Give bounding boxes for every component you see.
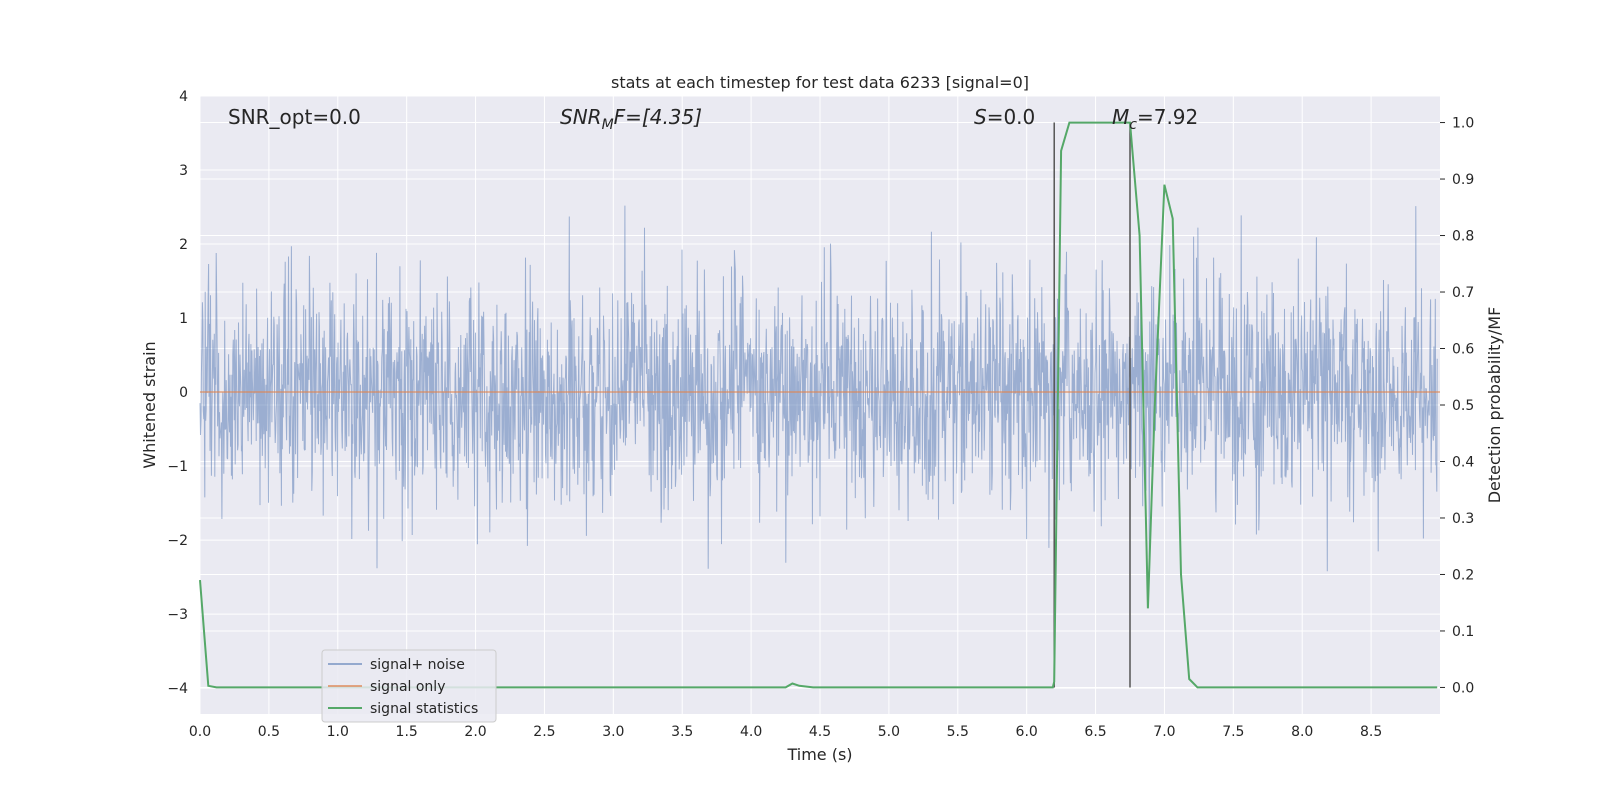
x-tick-label: 0.0 [189, 724, 211, 740]
noise-line [199, 205, 1438, 572]
annotation-snr-mf: SNRMF=[4.35] [560, 105, 702, 133]
annotation-snr-opt: SNR_opt=0.0 [228, 105, 361, 129]
y-tick-label: −4 [167, 681, 188, 697]
y2-tick-label: 0.8 [1452, 229, 1474, 245]
y-tick-label: −1 [167, 459, 188, 475]
snr-mf-prefix: SNR [560, 105, 602, 129]
y-axis-label: Whitened strain [140, 341, 159, 468]
snr-mf-suffix: F=[4.35] [614, 105, 702, 129]
y2-tick-label: 0.9 [1452, 172, 1474, 188]
s-val: =0.0 [987, 105, 1036, 129]
y2-tick-label: 0.6 [1452, 342, 1474, 358]
y-tick-label: 1 [179, 311, 188, 327]
x-tick-label: 6.5 [1084, 724, 1106, 740]
y2-tick-label: 0.1 [1452, 624, 1474, 640]
y2-tick-labels: 1.0 0.9 0.8 0.7 0.6 0.5 0.4 0.3 0.2 0.1 0.0 [1440, 116, 1474, 696]
annotation-mc: Mc=7.92 [1112, 105, 1198, 133]
legend-box [321, 649, 497, 723]
y2-tick-label: 0.3 [1452, 511, 1474, 527]
y-tick-label: 4 [179, 89, 188, 105]
x-tick-label: 6.0 [1016, 724, 1038, 740]
x-tick-label: 2.0 [464, 724, 486, 740]
x-tick-label: 3.5 [671, 724, 693, 740]
y-tick-label: −3 [167, 607, 188, 623]
x-tick-label: 1.5 [396, 724, 418, 740]
x-tick-label: 1.0 [327, 724, 349, 740]
legend: signal+ noise signal only signal statist… [321, 649, 497, 723]
mc-sub: c [1129, 117, 1137, 133]
x-axis-label: Time (s) [786, 745, 852, 764]
mc-var: M [1112, 105, 1129, 129]
x-tick-labels: 0.0 0.5 1.0 1.5 2.0 2.5 3.0 3.5 4.0 4.5 5.0 5.5 6.0 6… [189, 724, 1382, 740]
x-tick-label: 7.0 [1153, 724, 1175, 740]
x-tick-label: 4.5 [809, 724, 831, 740]
overlay [199, 121, 1440, 689]
mc-val: =7.92 [1137, 105, 1198, 129]
y2-tick-label: 0.0 [1452, 680, 1474, 696]
x-tick-label: 2.5 [533, 724, 555, 740]
chart-title: stats at each timestep for test data 623… [611, 73, 1029, 92]
y2-tick-label: 1.0 [1452, 116, 1474, 132]
legend-label-stats: signal statistics [370, 701, 478, 717]
y2-tick-label: 0.5 [1452, 398, 1474, 414]
x-tick-label: 0.5 [258, 724, 280, 740]
x-tick-label: 5.5 [947, 724, 969, 740]
y-tick-labels: 4 3 2 1 0 −1 −2 −3 −4 [167, 89, 188, 697]
legend-label-signal: signal only [370, 679, 445, 695]
x-tick-label: 8.0 [1291, 724, 1313, 740]
y-tick-label: −2 [167, 533, 188, 549]
annotation-s: S=0.0 [974, 105, 1035, 129]
x-tick-label: 3.0 [602, 724, 624, 740]
snr-mf-sub: M [602, 117, 614, 133]
y-tick-label: 0 [179, 385, 188, 401]
y2-tick-label: 0.7 [1452, 285, 1474, 301]
x-tick-label: 4.0 [740, 724, 762, 740]
legend-label-noise: signal+ noise [370, 657, 465, 673]
y-tick-label: 3 [179, 163, 188, 179]
x-tick-label: 8.5 [1360, 724, 1382, 740]
s-var: S [974, 105, 987, 129]
y2-tick-label: 0.4 [1452, 454, 1474, 470]
x-tick-label: 5.0 [878, 724, 900, 740]
y-tick-label: 2 [179, 237, 188, 253]
noise-series [199, 205, 1438, 572]
stats-line [199, 121, 1438, 689]
y2-tick-label: 0.2 [1452, 567, 1474, 583]
y2-axis-label: Detection probability/MF [1485, 307, 1504, 504]
x-tick-label: 7.5 [1222, 724, 1244, 740]
